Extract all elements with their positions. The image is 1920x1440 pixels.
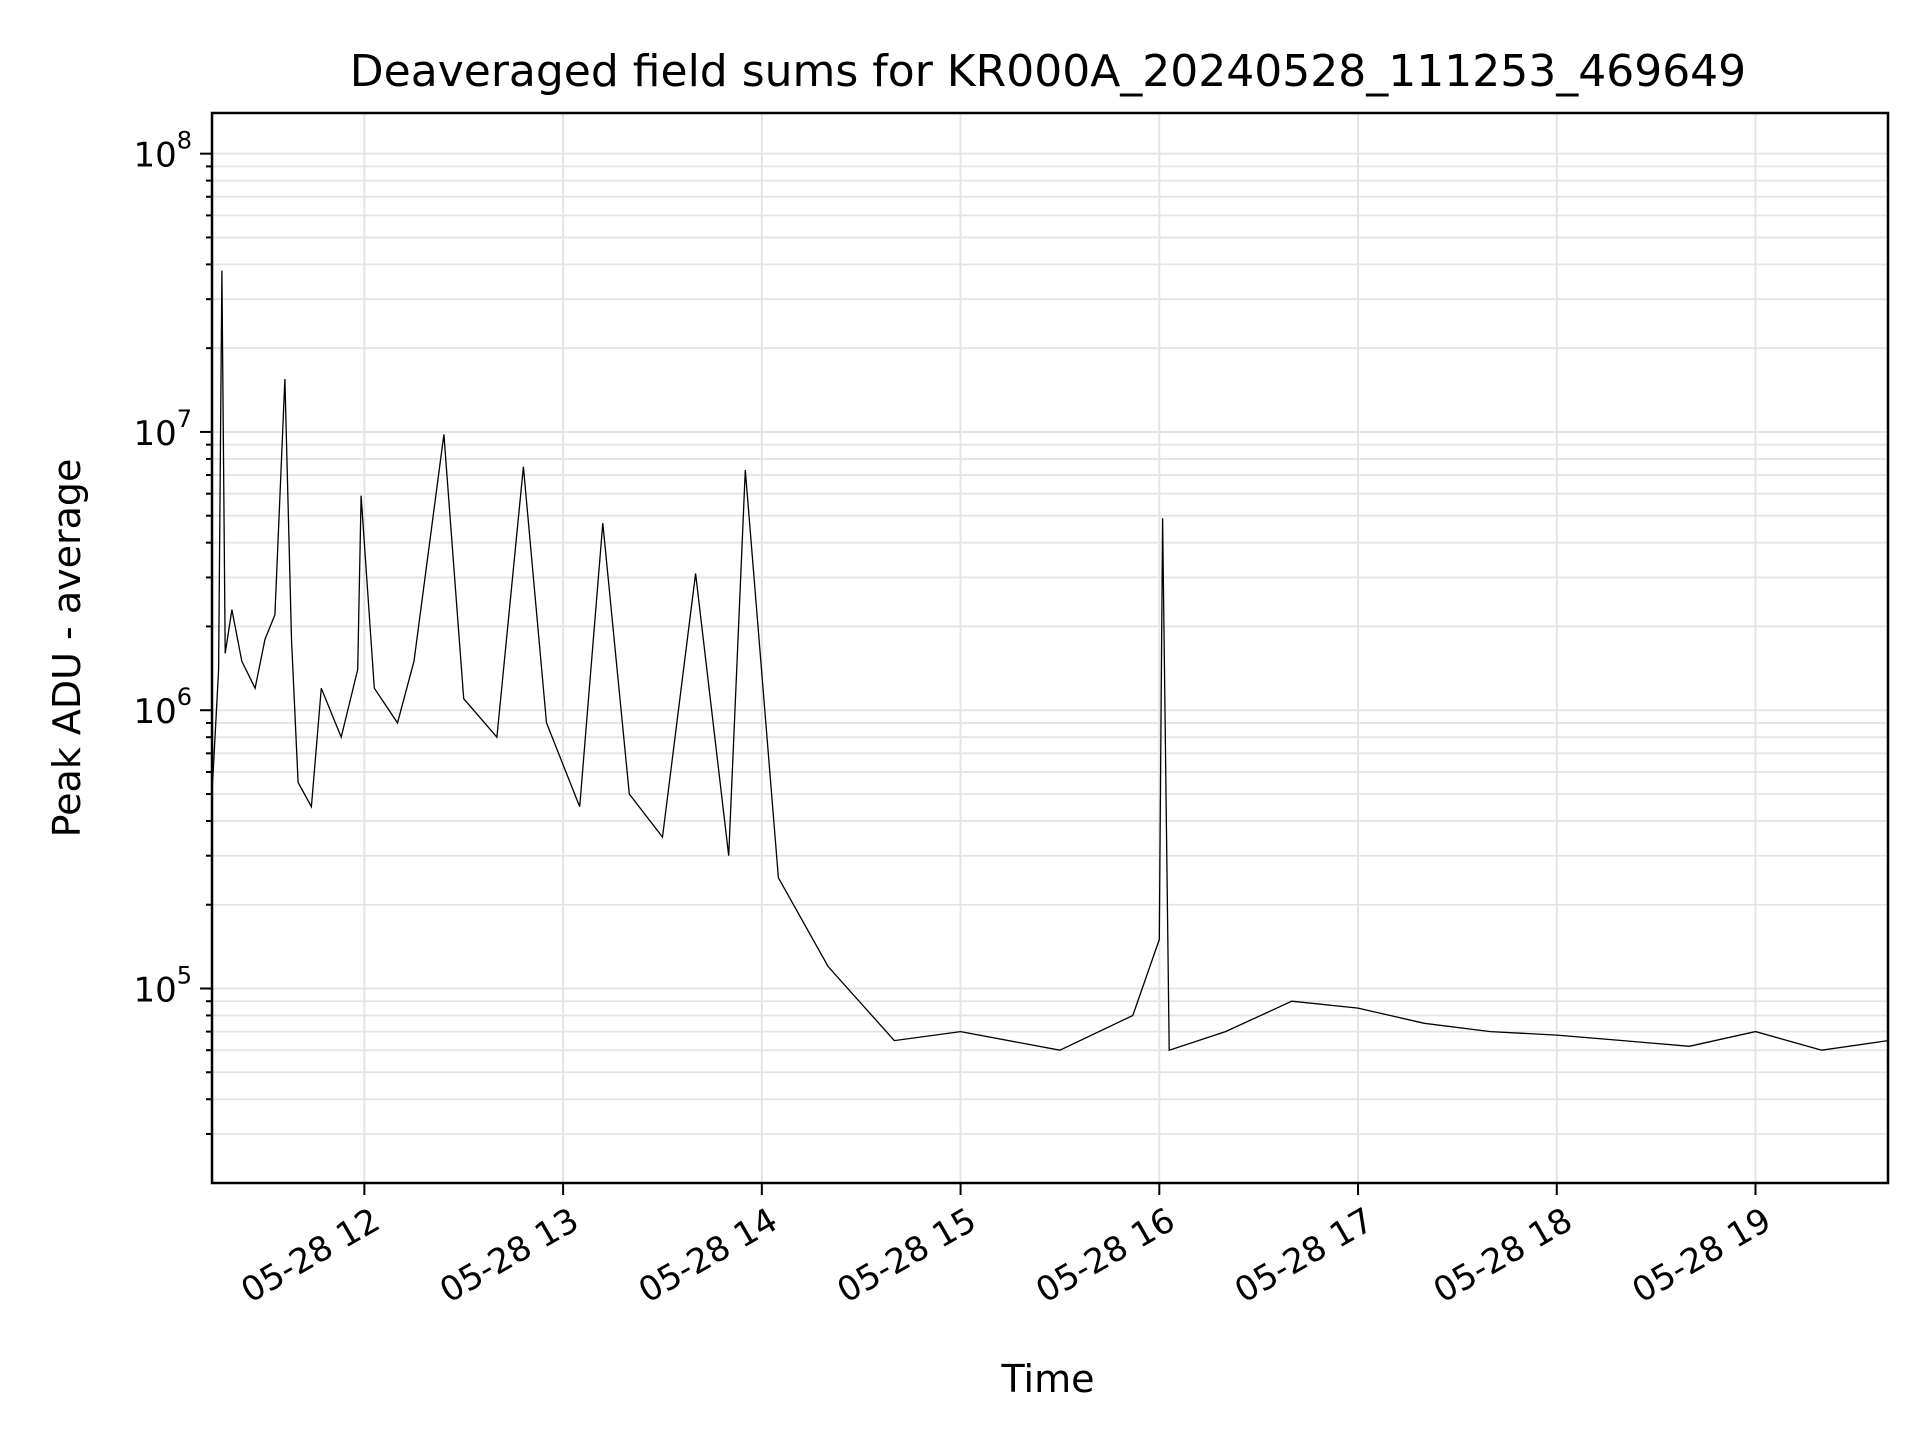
series-line bbox=[211, 270, 1889, 1052]
series-layer bbox=[211, 270, 1889, 1052]
y-tick-label-exponent: 6 bbox=[177, 683, 192, 711]
y-tick-label: 105 bbox=[133, 961, 192, 1010]
y-tick-label: 108 bbox=[133, 127, 192, 176]
chart-title: Deaveraged field sums for KR000A_2024052… bbox=[350, 46, 1746, 97]
y-tick-label-exponent: 7 bbox=[177, 405, 192, 433]
y-tick-label-base: 10 bbox=[133, 136, 176, 176]
y-tick-label: 106 bbox=[133, 683, 192, 732]
y-tick-label-base: 10 bbox=[133, 692, 176, 732]
y-tick-label-exponent: 8 bbox=[177, 127, 192, 155]
plot-frame bbox=[210, 111, 1890, 1185]
y-tick-label-exponent: 5 bbox=[177, 961, 192, 989]
y-axis-label: Peak ADU - average bbox=[45, 459, 89, 838]
y-tick-label-base: 10 bbox=[133, 970, 176, 1010]
grid-layer bbox=[212, 113, 1888, 1183]
y-tick-label-base: 10 bbox=[133, 414, 176, 454]
y-tick-label: 107 bbox=[133, 405, 192, 454]
x-axis-label: Time bbox=[1001, 1357, 1095, 1401]
